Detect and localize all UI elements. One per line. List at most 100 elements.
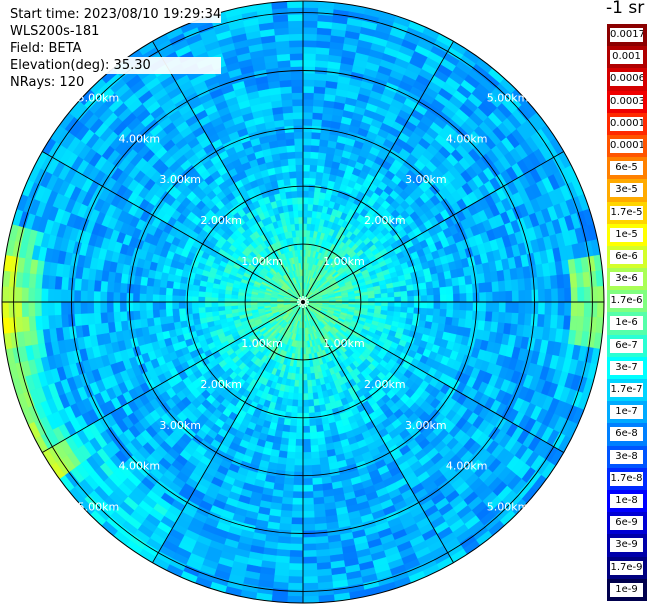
field-cell (8, 301, 16, 318)
field-cell (285, 457, 296, 466)
field-cell (312, 483, 324, 492)
field-cell (283, 477, 295, 486)
field-cell (47, 288, 55, 303)
field-cell (295, 236, 301, 244)
field-cell (86, 290, 95, 303)
field-cell (93, 290, 101, 303)
field-cell (289, 53, 304, 61)
field-cell (191, 301, 199, 309)
field-cell (308, 190, 315, 199)
field-cell (250, 304, 258, 308)
field-cell (281, 496, 293, 505)
field-cell (302, 458, 312, 466)
field-cell (315, 53, 330, 62)
field-cell (315, 549, 330, 558)
field-cell (281, 431, 290, 439)
field-cell (224, 305, 232, 311)
field-cell (292, 491, 304, 499)
field-cell (298, 229, 304, 237)
field-cell (179, 314, 187, 322)
field-cell (274, 562, 290, 571)
field-cell (290, 72, 304, 81)
field-cell (27, 301, 36, 317)
field-cell (302, 543, 317, 551)
field-cell (290, 412, 298, 420)
field-cell (185, 289, 193, 297)
field-cell (296, 412, 304, 421)
field-cell (302, 79, 315, 87)
field-cell (452, 309, 461, 319)
field-cell (282, 490, 294, 499)
field-cell (439, 301, 448, 310)
field-cell (510, 312, 519, 325)
field-cell (451, 317, 460, 327)
field-cell (317, 158, 326, 167)
field-cell (302, 380, 308, 388)
field-cell (41, 315, 50, 330)
field-cell (320, 410, 328, 419)
field-cell (191, 295, 199, 303)
field-cell (295, 170, 304, 179)
field-cell (524, 313, 532, 327)
field-cell (279, 152, 289, 161)
field-cell (537, 314, 546, 328)
field-cell (302, 589, 319, 597)
field-cell (287, 7, 304, 15)
field-cell (492, 301, 500, 313)
field-cell (152, 301, 160, 311)
field-cell (54, 288, 62, 303)
field-cell (445, 309, 454, 318)
field-cell (419, 314, 427, 322)
field-cell (283, 118, 295, 127)
field-cell (281, 165, 290, 173)
field-cell (198, 312, 207, 319)
field-cell (291, 197, 299, 205)
field-cell (140, 318, 149, 328)
field-cell (563, 315, 572, 331)
field-cell (302, 484, 314, 493)
field-cell (407, 301, 415, 309)
field-cell (275, 40, 290, 49)
field-cell (132, 292, 140, 303)
field-cell (297, 210, 304, 218)
field-cell (302, 111, 314, 120)
field-cell (165, 301, 173, 310)
field-cell (288, 20, 304, 28)
field-cell (21, 287, 29, 303)
field-cell (305, 347, 309, 355)
field-cell (302, 478, 313, 486)
field-cell (306, 373, 312, 381)
field-cell (288, 431, 297, 440)
field-cell (302, 40, 317, 48)
field-cell (280, 437, 289, 446)
field-cell (224, 297, 232, 303)
field-cell (298, 373, 304, 381)
field-cell (132, 301, 140, 312)
field-cell (302, 223, 308, 231)
field-cell (293, 118, 304, 126)
field-cell (577, 301, 585, 317)
field-cell (185, 307, 193, 315)
field-cell (446, 301, 454, 311)
field-cell (294, 452, 304, 460)
field-cell (289, 40, 304, 48)
field-cell (310, 457, 321, 466)
field-cell (286, 197, 293, 206)
field-cell (293, 216, 300, 225)
field-cell (237, 304, 245, 310)
field-cell (288, 164, 297, 173)
field-cell (293, 465, 304, 473)
field-cell (289, 418, 298, 427)
field-cell (290, 59, 304, 68)
field-cell (302, 517, 315, 525)
field-cell (309, 431, 318, 440)
field-cell (166, 315, 174, 324)
field-cell (276, 542, 291, 551)
field-cell (67, 301, 75, 315)
field-cell (537, 301, 546, 315)
field-cell (311, 477, 323, 486)
field-cell (302, 7, 319, 15)
field-cell (308, 177, 317, 186)
field-cell (284, 184, 292, 193)
field-cell (291, 504, 304, 512)
